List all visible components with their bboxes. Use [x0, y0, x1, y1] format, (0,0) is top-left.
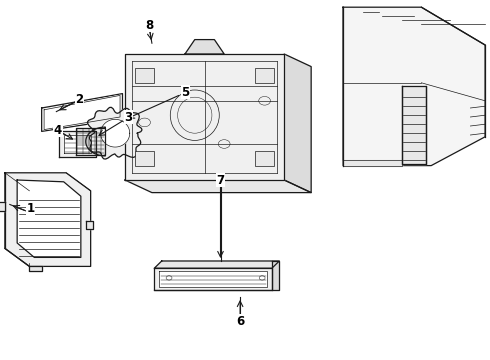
Polygon shape	[125, 54, 284, 180]
Text: 6: 6	[236, 315, 244, 328]
Polygon shape	[284, 54, 311, 193]
Bar	[135, 151, 154, 166]
Polygon shape	[86, 127, 105, 156]
Polygon shape	[86, 221, 93, 229]
Bar	[135, 68, 154, 83]
Polygon shape	[88, 107, 142, 159]
Polygon shape	[5, 173, 91, 266]
Text: 7: 7	[217, 174, 224, 186]
Bar	[255, 68, 274, 83]
Polygon shape	[154, 268, 272, 290]
Polygon shape	[59, 131, 96, 157]
Text: 5: 5	[181, 86, 189, 99]
Polygon shape	[154, 261, 279, 268]
Text: 4: 4	[54, 124, 62, 137]
Text: 3: 3	[124, 111, 132, 124]
Polygon shape	[17, 180, 81, 257]
Polygon shape	[42, 94, 122, 131]
Polygon shape	[100, 120, 130, 147]
Text: 2: 2	[75, 93, 83, 106]
Polygon shape	[272, 261, 279, 290]
Polygon shape	[343, 7, 485, 166]
Polygon shape	[76, 128, 105, 155]
Polygon shape	[64, 135, 91, 153]
Polygon shape	[0, 202, 5, 211]
Polygon shape	[125, 180, 311, 193]
Bar	[255, 151, 274, 166]
Polygon shape	[185, 40, 224, 54]
Polygon shape	[29, 266, 42, 271]
Polygon shape	[402, 86, 426, 164]
Polygon shape	[44, 95, 120, 130]
Text: 1: 1	[26, 202, 34, 215]
Text: 8: 8	[146, 19, 153, 32]
Polygon shape	[343, 160, 402, 166]
Polygon shape	[159, 271, 267, 287]
